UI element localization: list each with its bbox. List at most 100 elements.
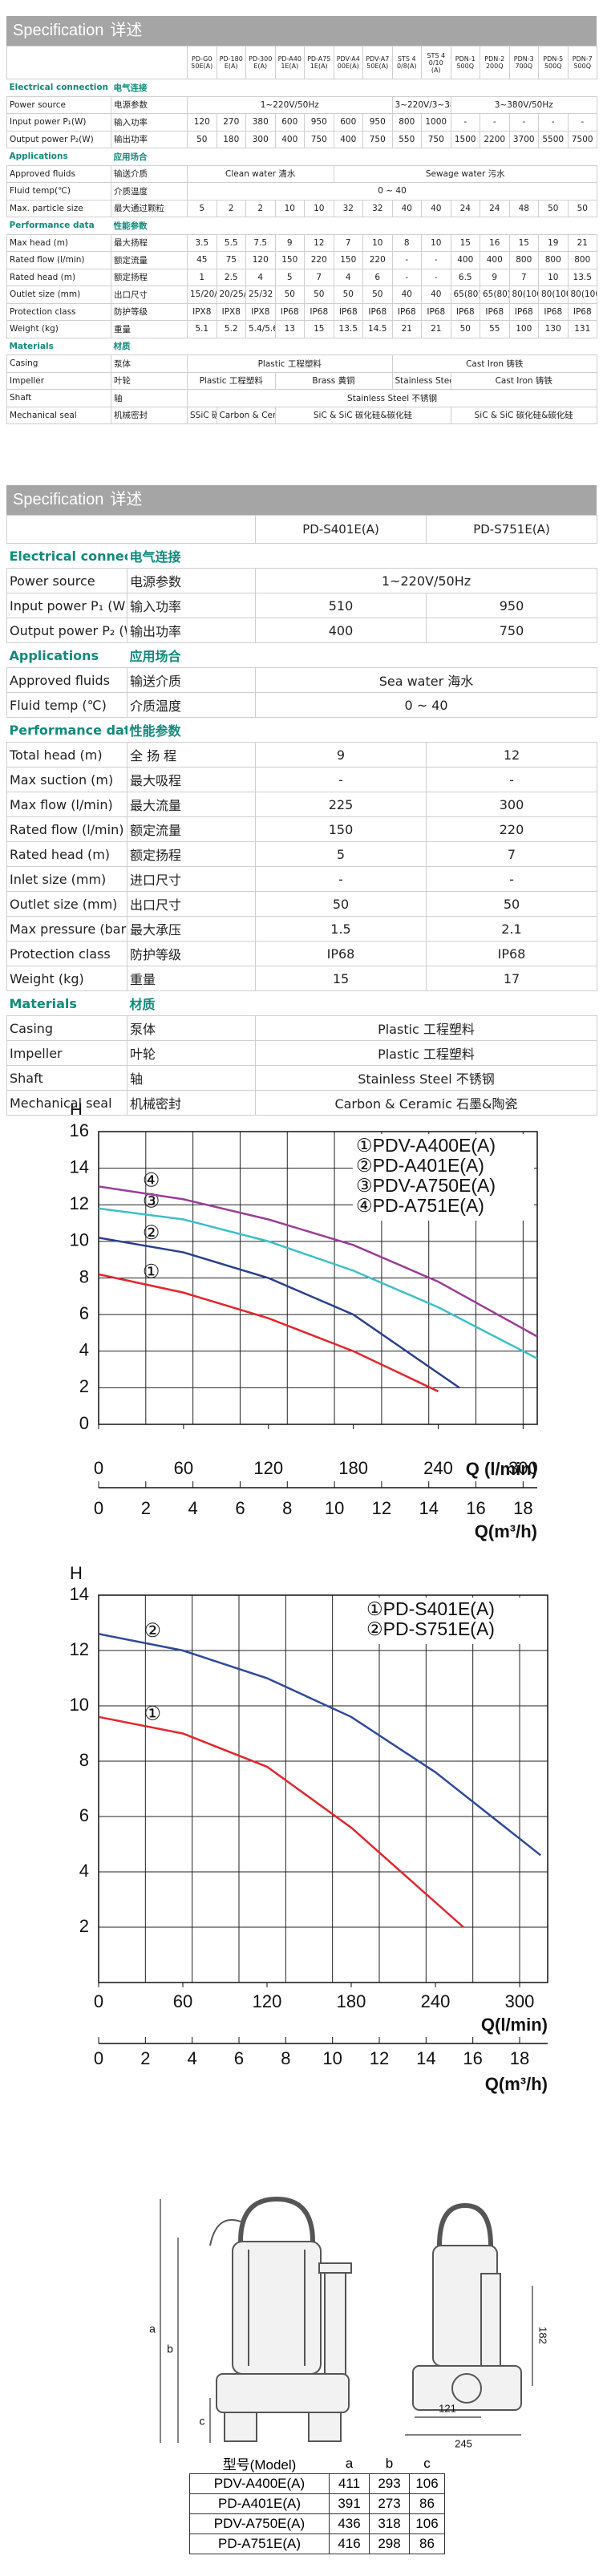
spec-cell: 7	[304, 268, 334, 286]
spec-cell: 1~220V/50Hz	[187, 95, 393, 114]
legend-name: PDV-A750E(A)	[373, 1175, 496, 1196]
row-label-cn: 防护等级	[127, 941, 256, 966]
dimension-cell: PD-A401E(A)	[189, 2493, 330, 2514]
spec-cell: Plastic 工程塑料	[187, 371, 276, 390]
row-label: Weight (kg)	[6, 320, 111, 338]
row-label-cn: 叶轮	[111, 371, 188, 390]
legend-entry: ②PD-A401E(A)	[356, 1155, 484, 1176]
row-label-cn: 泵体	[127, 1015, 256, 1041]
section-row: Performance data 性能参数	[6, 717, 597, 743]
row-label: Shaft	[6, 1065, 127, 1091]
x2-tick-label: 14	[419, 1498, 438, 1518]
spec-cell: 150	[333, 251, 363, 269]
x-tick-label: 120	[253, 1991, 282, 2011]
row-label: Input power P₁ (W)	[6, 593, 127, 618]
table-title-bar: Specification 详述	[6, 485, 597, 515]
model-header: STS 40/8(A)	[391, 46, 422, 79]
x2-tick-label: 8	[282, 1498, 292, 1518]
row-label: Max flow (l/min)	[6, 792, 127, 817]
spec-cell: IP68	[255, 941, 427, 966]
row-label-cn: 轴	[111, 389, 188, 407]
y-tick-label: 8	[79, 1750, 89, 1770]
row-label: Power source	[6, 568, 127, 593]
spec-cell: 2200	[480, 130, 510, 148]
spec-cell: 4	[333, 268, 363, 286]
row-label-cn: 最大扬程	[111, 233, 188, 252]
spec-cell: 15	[508, 233, 539, 252]
spec-cell: 400	[480, 251, 510, 269]
section-fill	[255, 717, 597, 743]
spec-cell: 750	[426, 618, 597, 643]
row-label-cn: 介质温度	[111, 182, 188, 200]
side-cable	[209, 2219, 241, 2246]
y-tick-label: 16	[70, 1120, 89, 1140]
x2-tick-label: 10	[322, 2048, 342, 2068]
spec-cell: 17	[426, 966, 597, 991]
spec-cell: 19	[538, 233, 569, 252]
spec-cell: 1000	[421, 113, 451, 132]
spec-cell: IP68	[391, 302, 422, 321]
spec-cell: 800	[538, 251, 569, 269]
spec-cell: 5500	[538, 130, 569, 148]
spec-row: Weight (kg)重量5.15.25.4/5.6131513.514.521…	[6, 320, 597, 338]
row-label-cn: 介质温度	[127, 692, 256, 718]
spec-cell: 2.1	[426, 916, 597, 942]
x2-tick-label: 12	[370, 2048, 389, 2068]
table-title-bar: Specification 详述	[6, 16, 597, 46]
x-tick-label: 60	[174, 1458, 193, 1478]
section-title: Electrical connection	[6, 79, 111, 97]
spec-cell: 950	[426, 593, 597, 618]
section-title: Applications	[6, 642, 127, 668]
row-label-cn: 防护等级	[111, 302, 188, 321]
spec-cell: 50	[538, 199, 569, 217]
right-handle	[437, 2202, 493, 2246]
legend-label: ④	[356, 1195, 373, 1216]
dimension-cell: 86	[409, 2493, 445, 2514]
spec-row: Max. particle size 最大通过颗粒 5 2 2 10 10 32 32 40 40 2…	[6, 199, 597, 217]
spec-cell: 10	[538, 268, 569, 286]
row-label: Approved fluids	[6, 667, 127, 693]
spec-cell: -	[480, 113, 510, 132]
row-label: Mechanical seal	[6, 406, 111, 424]
row-label: Max head (m)	[6, 233, 111, 252]
spec-cell: Carbon & Ceramic 石墨&陶瓷	[255, 1090, 597, 1116]
x2-tick-label: 16	[466, 1498, 485, 1518]
section-fill	[255, 990, 597, 1016]
spec-cell: 180	[216, 130, 246, 148]
spec-cell: 5	[187, 199, 217, 217]
row-label-cn: 输入功率	[127, 593, 256, 618]
row-label: Outlet size (mm)	[6, 286, 111, 304]
spec-cell: 10	[304, 199, 334, 217]
right-outlet	[480, 2273, 501, 2371]
right-inlet	[451, 2373, 482, 2404]
spec-cell: Plastic 工程塑料	[187, 354, 393, 373]
x2-tick-label: 2	[141, 1498, 151, 1518]
header-row: 型号(Model) a b c	[189, 2453, 445, 2474]
y-tick-label: 2	[79, 1376, 89, 1396]
model-header: PD-A751E(A)	[304, 46, 334, 79]
spec-cell: 16	[480, 233, 510, 252]
model-header: PDN-2200Q	[480, 46, 510, 79]
section-title: Performance data	[6, 217, 111, 235]
spec-cell: IP68	[421, 302, 451, 321]
spec-cell: -	[426, 767, 597, 792]
spec-cell: 3700	[508, 130, 539, 148]
x-tick-label: 240	[421, 1991, 451, 2011]
spec-cell: Clean water 清水	[187, 164, 334, 183]
x2-tick-label: 8	[281, 2048, 290, 2068]
x-tick-label: 0	[94, 1991, 103, 2011]
spec-cell: 8	[391, 233, 422, 252]
spec-cell: 7500	[567, 130, 597, 148]
spec-cell: 800	[508, 251, 539, 269]
row-label-cn: 出口尺寸	[111, 286, 188, 304]
x2-tick-label: 6	[235, 1498, 245, 1518]
legend-box	[353, 1134, 534, 1221]
model-header: PD-G050E(A)	[187, 46, 217, 79]
section-title-cn: 材质	[111, 337, 188, 355]
spec-cell: 65(80)	[480, 286, 510, 304]
dim-label: c	[200, 2415, 205, 2428]
spec-row: Fluid temp(℃) 介质温度 0 ~ 40	[6, 182, 597, 200]
model-header: PD-300E(A)	[245, 46, 276, 79]
